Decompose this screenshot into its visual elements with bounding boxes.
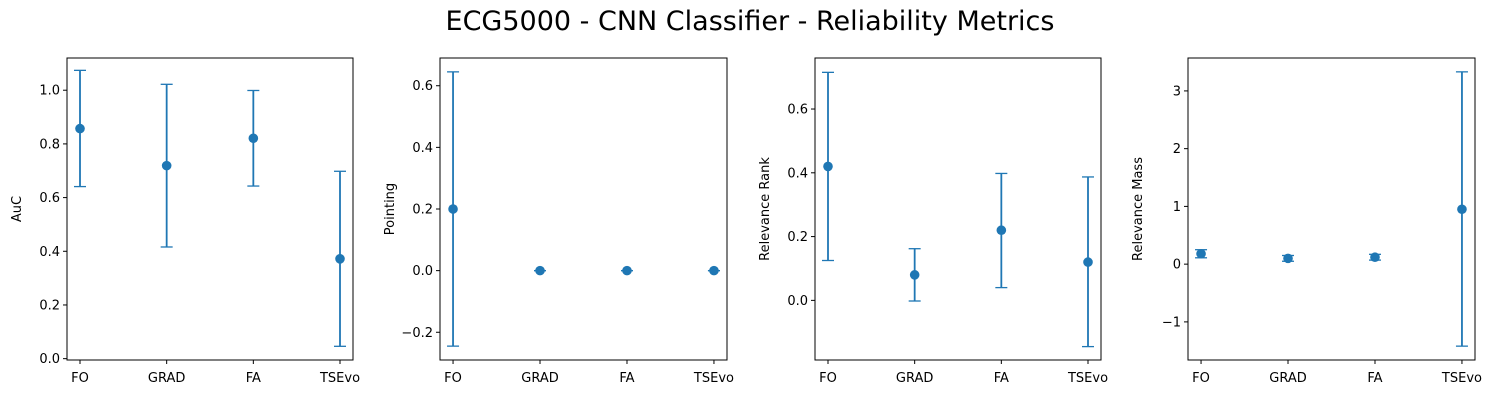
y-tick-label: 1 <box>1173 200 1181 215</box>
y-tick-label: 1.0 <box>39 84 60 99</box>
subplots: 0.0 0.2 0.4 0.6 0.8 1.0 FO GRAD FA TSEvo AuC −0.2 0.… <box>10 57 1482 386</box>
x-tick-label: GRAD <box>896 371 933 386</box>
x-tick-label: GRAD <box>1269 371 1306 386</box>
data-point <box>1283 253 1293 264</box>
y-tick-label: 0.4 <box>412 141 433 156</box>
y-tick-label: 2 <box>1173 142 1181 157</box>
y-axis-label: Relevance Rank <box>758 157 773 261</box>
x-tick-label: TSEvo <box>319 371 360 386</box>
data-point <box>161 160 172 171</box>
axes-frame <box>814 57 1102 361</box>
y-tick-label: 0.0 <box>412 264 433 279</box>
data-point <box>1083 257 1093 267</box>
x-tick-label: GRAD <box>148 371 185 386</box>
y-tick-label: 0 <box>1173 258 1181 273</box>
x-tick-label: TSEvo <box>1441 371 1482 386</box>
x-tick-label: FO <box>71 371 89 386</box>
x-tick-label: TSEvo <box>693 371 734 386</box>
data-point <box>335 253 345 264</box>
y-tick-label: 3 <box>1173 84 1181 99</box>
y-tick-label: 0.4 <box>787 166 808 181</box>
y-axis-label: Pointing <box>383 183 398 235</box>
data-point <box>1457 204 1467 215</box>
data-point <box>248 133 259 144</box>
data-point <box>1370 252 1380 263</box>
data-point <box>909 270 920 280</box>
data-point <box>709 265 719 276</box>
data-point <box>622 265 632 276</box>
x-tick-label: FA <box>619 371 634 386</box>
y-tick-label: 0.6 <box>412 79 433 94</box>
y-tick-label: 0.4 <box>39 245 60 260</box>
y-tick-label: 0.0 <box>787 294 808 309</box>
x-tick-label: FO <box>819 371 837 386</box>
figure-title: ECG5000 - CNN Classifier - Reliability M… <box>446 6 1055 37</box>
y-axis-label: Relevance Mass <box>1131 157 1146 261</box>
y-tick-label: 0.6 <box>787 103 808 118</box>
data-point <box>1196 248 1206 259</box>
data-point <box>996 225 1007 236</box>
axes-frame <box>1187 57 1476 361</box>
axes-frame <box>439 57 728 361</box>
x-tick-label: FO <box>1192 371 1210 386</box>
subplot-2: −0.2 0.0 0.2 0.4 0.6 FO GRAD FA TSEvo Pointing <box>383 57 734 386</box>
subplot-1: 0.0 0.2 0.4 0.6 0.8 1.0 FO GRAD FA TSEvo AuC <box>10 57 360 386</box>
data-point <box>448 204 458 214</box>
y-tick-label: 0.2 <box>412 203 433 218</box>
y-tick-label: 0.2 <box>39 298 60 313</box>
x-tick-label: GRAD <box>521 371 558 386</box>
subplot-3: 0.0 0.2 0.4 0.6 FO GRAD FA TSEvo Relevance Rank <box>758 57 1108 386</box>
y-tick-label: −0.2 <box>401 326 433 341</box>
x-tick-label: TSEvo <box>1067 371 1108 386</box>
y-tick-label: 0.2 <box>787 230 808 245</box>
data-point <box>535 265 545 276</box>
x-tick-label: FA <box>1367 371 1382 386</box>
x-tick-label: FO <box>444 371 462 386</box>
y-tick-label: 0.8 <box>39 137 60 152</box>
y-tick-label: 0.0 <box>39 352 60 367</box>
x-tick-label: FA <box>994 371 1009 386</box>
x-tick-label: FA <box>246 371 261 386</box>
data-point <box>823 161 833 172</box>
data-point <box>75 123 85 134</box>
y-axis-label: AuC <box>10 196 25 222</box>
axes-frame <box>66 57 354 361</box>
y-tick-label: −1 <box>1162 315 1181 330</box>
subplot-4: −1 0 1 2 3 FO GRAD FA TSEvo Relevance Mass <box>1131 57 1482 386</box>
y-tick-label: 0.6 <box>39 191 60 206</box>
